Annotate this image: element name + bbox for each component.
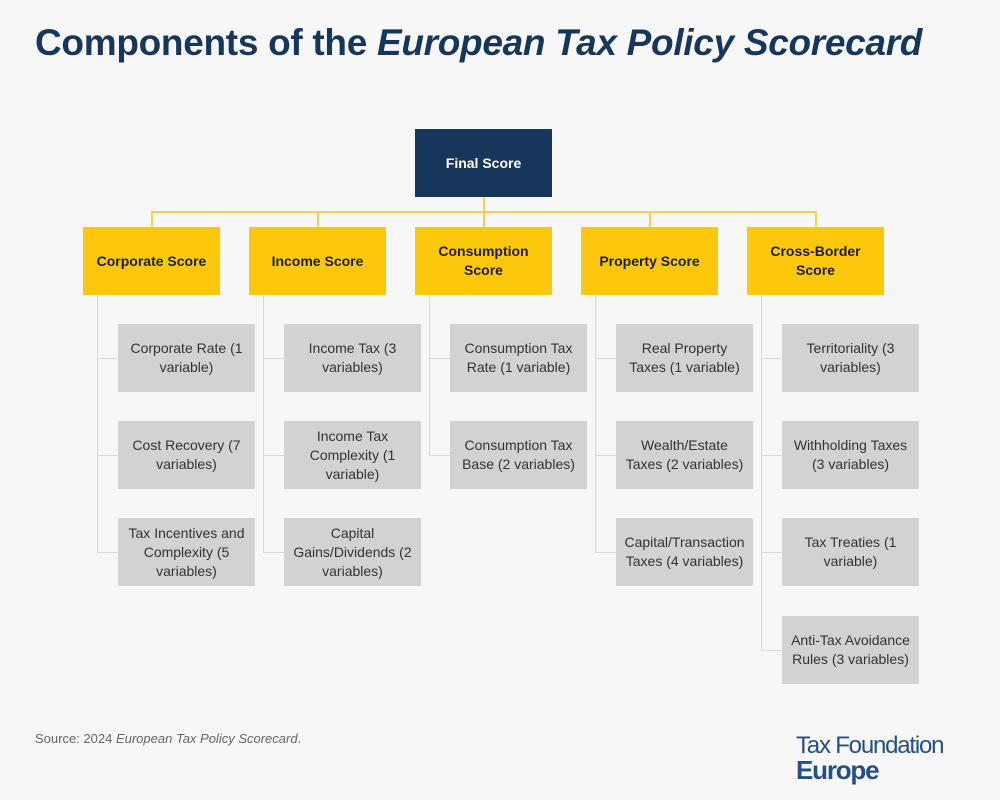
component-box: Real Property Taxes (1 variable) xyxy=(616,324,753,392)
component-box: Consumption Tax Base (2 variables) xyxy=(450,421,587,489)
connector xyxy=(761,552,782,553)
connector xyxy=(317,212,319,227)
connector xyxy=(263,295,264,552)
source-note: Source: 2024 European Tax Policy Scoreca… xyxy=(35,731,302,746)
connector xyxy=(263,455,284,456)
connector xyxy=(815,212,817,227)
connector xyxy=(595,295,596,552)
connector xyxy=(97,455,118,456)
connector xyxy=(263,552,284,553)
component-box: Withholding Taxes (3 variables) xyxy=(782,421,919,489)
connector xyxy=(595,358,616,359)
component-box: Consumption Tax Rate (1 variable) xyxy=(450,324,587,392)
component-box: Corporate Rate (1 variable) xyxy=(118,324,255,392)
connector xyxy=(263,358,284,359)
connector xyxy=(483,197,485,213)
connector xyxy=(429,295,430,455)
connector xyxy=(649,212,651,227)
connector xyxy=(595,455,616,456)
score-box: Cross-Border Score xyxy=(747,227,884,295)
component-box: Anti-Tax Avoidance Rules (3 variables) xyxy=(782,616,919,684)
component-box: Capital Gains/Dividends (2 variables) xyxy=(284,518,421,586)
score-box: Property Score xyxy=(581,227,718,295)
connector xyxy=(595,552,616,553)
score-box: Corporate Score xyxy=(83,227,220,295)
final-score-box: Final Score xyxy=(415,129,552,197)
connector xyxy=(97,552,118,553)
connector xyxy=(97,358,118,359)
connector xyxy=(761,358,782,359)
component-box: Territoriality (3 variables) xyxy=(782,324,919,392)
component-box: Income Tax (3 variables) xyxy=(284,324,421,392)
tax-foundation-europe-logo: Tax Foundation Europe xyxy=(796,732,945,785)
component-box: Wealth/Estate Taxes (2 variables) xyxy=(616,421,753,489)
score-box: Income Score xyxy=(249,227,386,295)
connector xyxy=(151,212,153,227)
component-box: Tax Incentives and Complexity (5 variabl… xyxy=(118,518,255,586)
connector xyxy=(761,650,782,651)
connector xyxy=(429,358,450,359)
page-title: Components of the European Tax Policy Sc… xyxy=(35,22,923,63)
component-box: Capital/Transaction Taxes (4 variables) xyxy=(616,518,753,586)
component-box: Cost Recovery (7 variables) xyxy=(118,421,255,489)
connector xyxy=(483,212,485,227)
component-box: Income Tax Complexity (1 variable) xyxy=(284,421,421,489)
connector xyxy=(761,295,762,650)
component-box: Tax Treaties (1 variable) xyxy=(782,518,919,586)
connector xyxy=(97,295,98,552)
connector xyxy=(429,455,450,456)
connector xyxy=(761,455,782,456)
score-box: Consumption Score xyxy=(415,227,552,295)
